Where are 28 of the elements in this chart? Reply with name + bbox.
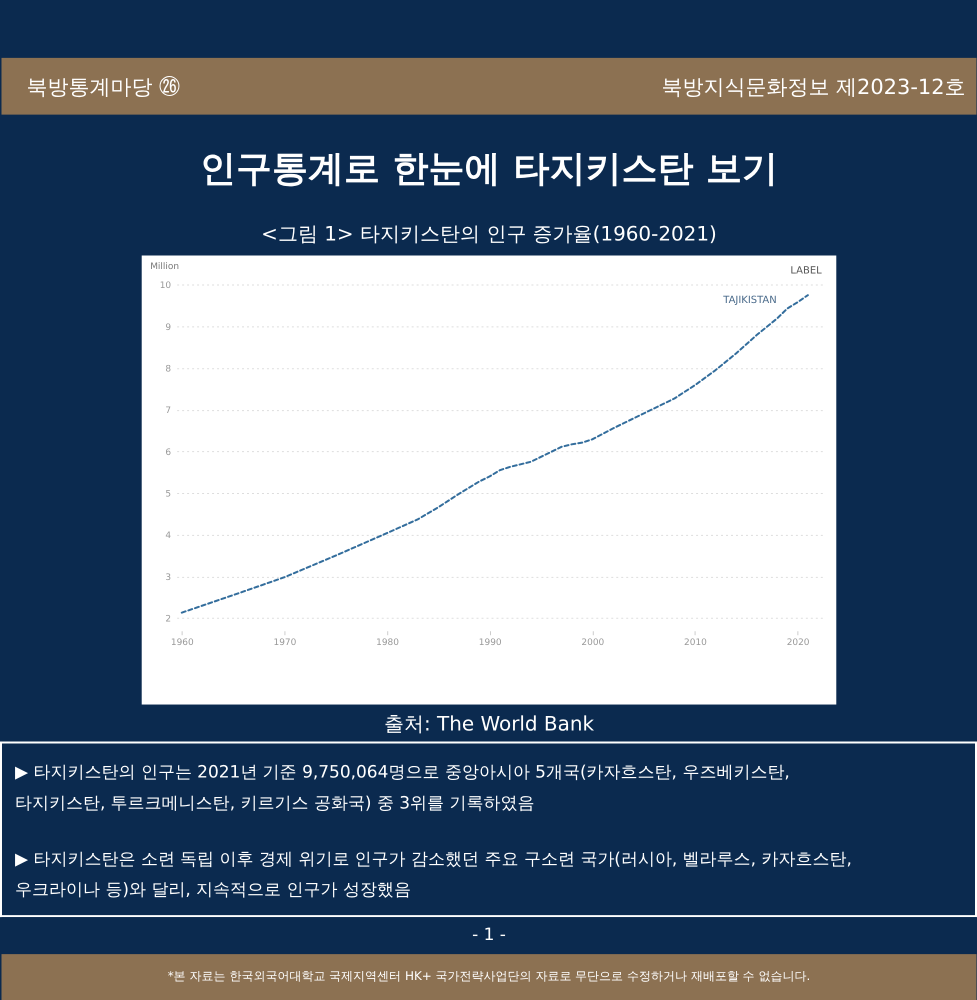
y-tick-label: 10 (160, 281, 172, 292)
y-tick-label: 2 (165, 614, 172, 625)
x-tick-label: 2020 (786, 638, 810, 648)
chart-subtitle: <그림 1> 타지키스탄의 인구 증가율(1960-2021) (261, 222, 717, 246)
y-tick-label: 8 (165, 364, 172, 375)
text: ▶ 타지키스탄은 소련 독립 이후 경제 위기로 인구가 감소했던 주요 구소련 국가(러시아, 벨라루스, 카자흐스탄, 우크라이나 등)와 달리, 지속적으로 인구가 성장했음 (14, 848, 852, 900)
text: *본 자료는 한국외국어대학교 국제지역센터 HK+ 국가전략사업단의 자료로 무단으로 수정하거나 재배포할 수 없습니다. (168, 969, 810, 984)
y-tick-label: 9 (165, 322, 172, 333)
text: 북방통계마당 ㉖ (26, 74, 180, 99)
y-axis-title: Million (150, 262, 180, 272)
x-tick-label: 1980 (376, 638, 400, 648)
x-tick-label: 1970 (273, 638, 297, 648)
y-tick-label: 7 (165, 406, 172, 416)
y-tick-label: 5 (165, 490, 172, 500)
x-tick-label: 1960 (170, 638, 194, 648)
source-note: 출처: The World Bank (384, 712, 594, 736)
y-tick-label: 3 (165, 572, 172, 583)
y-tick-label: 6 (165, 448, 172, 458)
text: - 1 - (472, 924, 506, 944)
text: LABEL (790, 265, 822, 276)
x-tick-label: 1990 (478, 638, 502, 648)
text: 북방지식문화정보 제2023-12호 (661, 74, 966, 99)
series-label: TAJIKISTAN (722, 295, 777, 306)
chart-title: 인구통계로 한눈에 타지키스탄 보기 (200, 148, 778, 190)
x-tick-label: 2010 (684, 638, 708, 648)
y-tick-label: 4 (165, 531, 172, 542)
x-tick-label: 2000 (581, 638, 605, 648)
text: ▶ 타지키스탄의 인구는 2021년 기준 9,750,064명으로 중앙아시아 5개국(카자흐스탄, 우즈베키스탄, 타지키스탄, 투르크메니스탄, 키르기스 공화국) 중 3위를 기록하였음 (14, 761, 790, 812)
